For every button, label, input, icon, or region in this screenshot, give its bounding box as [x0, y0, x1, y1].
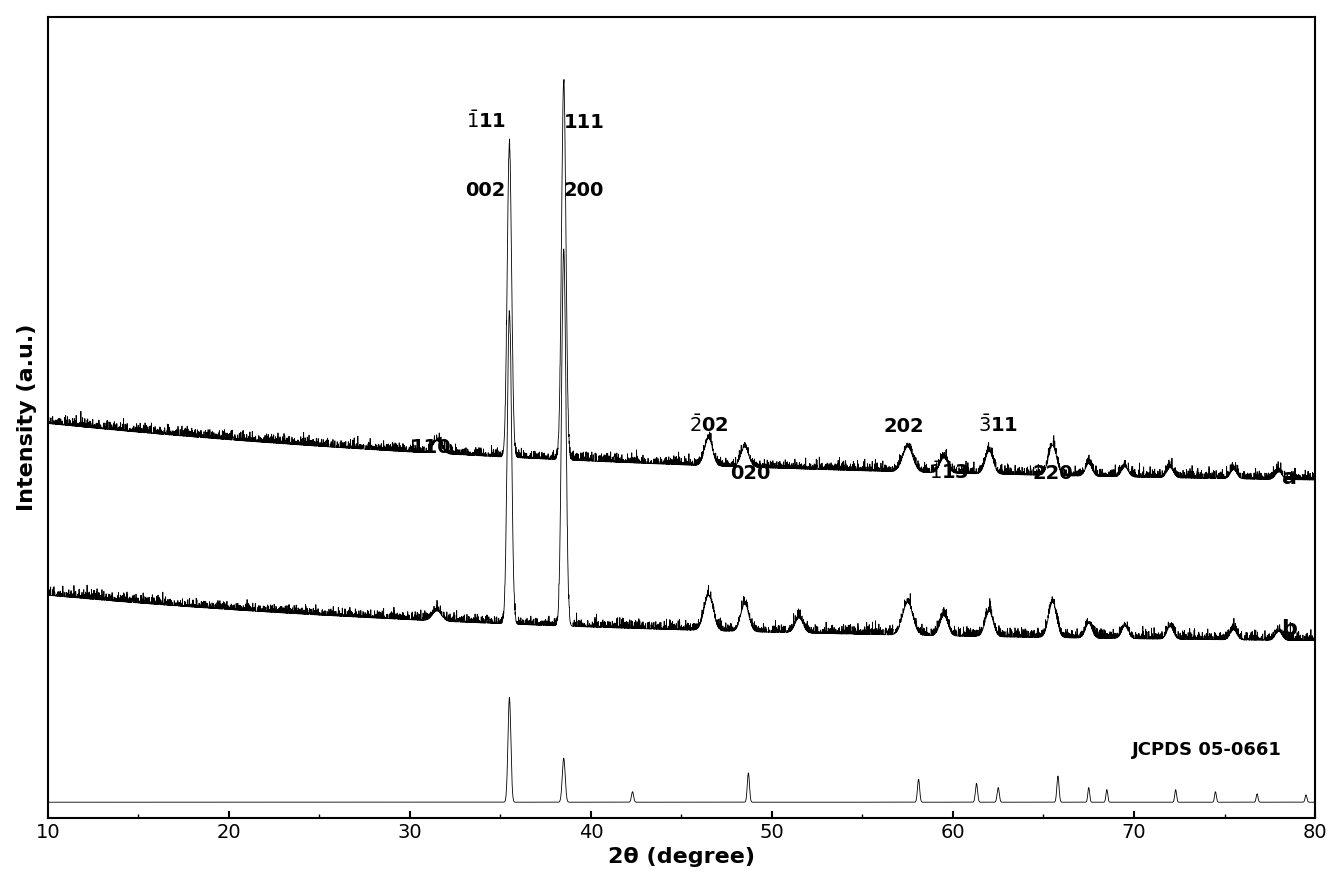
Text: 110: 110 [411, 438, 452, 456]
Text: b: b [1281, 620, 1297, 639]
Text: 111: 111 [563, 113, 605, 132]
Text: 002: 002 [465, 181, 505, 200]
Text: a: a [1282, 468, 1297, 487]
Text: $\bar{1}$11: $\bar{1}$11 [465, 110, 505, 132]
Text: 202: 202 [884, 416, 925, 436]
Text: JCPDS 05-0661: JCPDS 05-0661 [1132, 741, 1281, 758]
Text: 200: 200 [563, 181, 603, 200]
Text: $\bar{2}$02: $\bar{2}$02 [688, 414, 728, 436]
Text: $\bar{3}$11: $\bar{3}$11 [978, 414, 1019, 436]
Text: $\bar{1}$13: $\bar{1}$13 [929, 461, 969, 483]
Text: 020: 020 [730, 464, 770, 483]
Y-axis label: Intensity (a.u.): Intensity (a.u.) [16, 324, 36, 511]
X-axis label: 2θ (degree): 2θ (degree) [607, 848, 755, 867]
Text: 220: 220 [1032, 464, 1073, 483]
